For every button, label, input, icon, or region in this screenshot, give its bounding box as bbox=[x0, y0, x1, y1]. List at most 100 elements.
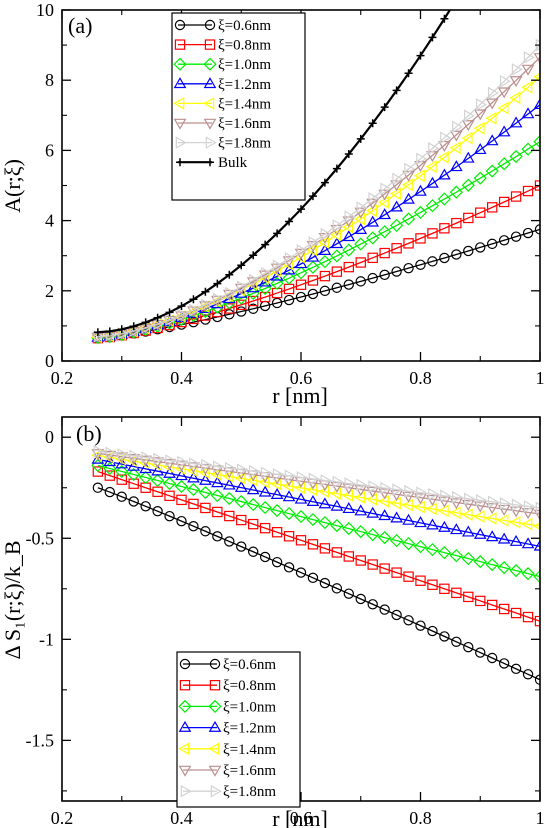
panel-a-point-xi-1-2nm bbox=[246, 281, 260, 293]
panel-a-point-xi-1-6nm bbox=[509, 76, 523, 88]
panel-b-legend-marker-xi-1-8nm bbox=[210, 784, 222, 798]
panel-b-point-xi-1-6nm bbox=[533, 509, 540, 521]
panel-a-point-bulk bbox=[308, 192, 317, 201]
panel-a-legend-marker-xi-1-0nm bbox=[203, 57, 217, 71]
panel-a-legend-marker-bulk bbox=[176, 158, 184, 167]
panel-b-point-xi-1-6nm bbox=[127, 454, 141, 466]
panel-b-point-xi-0-6nm bbox=[128, 496, 139, 507]
panel-b-point-xi-1-6nm bbox=[402, 491, 415, 503]
panel-a-point-xi-0-8nm bbox=[439, 223, 450, 234]
panel-b-legend-marker-xi-0-6nm bbox=[179, 658, 191, 670]
panel-b-point-xi-1-6nm bbox=[438, 496, 451, 508]
panel-a-point-xi-1-2nm bbox=[306, 250, 320, 262]
panel-a-point-bulk bbox=[452, 0, 460, 4]
panel-a-point-xi-1-2nm bbox=[378, 208, 391, 220]
panel-a-point-bulk bbox=[344, 150, 353, 159]
panel-b-point-xi-1-2nm bbox=[199, 473, 212, 485]
panel-a-point-xi-0-6nm bbox=[295, 291, 307, 303]
panel-a-point-xi-1-4nm bbox=[389, 187, 401, 200]
panel-b-point-xi-1-8nm bbox=[487, 495, 499, 509]
panel-a-point-xi-1-4nm bbox=[318, 236, 330, 249]
panel-b-point-xi-0-6nm bbox=[92, 482, 104, 493]
panel-b-series-layer bbox=[91, 445, 540, 685]
panel-a-point-xi-0-6nm bbox=[236, 306, 247, 317]
panel-a-point-xi-1-8nm bbox=[523, 51, 535, 64]
panel-b-point-xi-1-8nm bbox=[440, 489, 452, 503]
panel-b-point-xi-0-8nm bbox=[259, 522, 271, 534]
panel-b-point-xi-1-2nm bbox=[485, 530, 499, 542]
panel-b-point-xi-1-8nm bbox=[452, 490, 464, 504]
panel-a-point-xi-0-6nm bbox=[487, 238, 498, 250]
panel-a-point-xi-0-8nm bbox=[487, 202, 498, 213]
panel-b-point-xi-1-2nm bbox=[521, 537, 535, 549]
panel-b-point-xi-0-8nm bbox=[475, 595, 486, 607]
panel-a-point-xi-0-6nm bbox=[307, 288, 319, 300]
panel-b-point-xi-0-8nm bbox=[236, 514, 247, 526]
panel-a-point-bulk bbox=[368, 119, 377, 128]
panel-b-point-xi-1-0nm bbox=[461, 552, 475, 566]
panel-b-point-xi-0-6nm bbox=[498, 658, 510, 669]
panel-b-x-tick-label: 1 bbox=[536, 808, 545, 828]
panel-a-point-xi-0-6nm bbox=[367, 272, 378, 284]
panel-a-x-tick-label: 0.8 bbox=[409, 368, 432, 388]
panel-a-x-tick-label: 0.6 bbox=[290, 368, 313, 388]
panel-a-point-xi-1-6nm bbox=[438, 140, 451, 152]
panel-b-point-xi-1-0nm bbox=[342, 521, 356, 536]
panel-b-point-xi-0-6nm bbox=[164, 510, 175, 522]
panel-a-point-xi-1-8nm bbox=[189, 303, 201, 317]
panel-a-series-xi-1-0nm bbox=[91, 135, 540, 345]
panel-b-point-xi-1-0nm bbox=[210, 488, 224, 503]
panel-b-point-xi-1-8nm bbox=[368, 480, 380, 493]
panel-b-point-xi-0-6nm bbox=[463, 641, 474, 653]
panel-b-point-xi-1-6nm bbox=[473, 501, 487, 513]
panel-a-point-xi-1-4nm bbox=[437, 150, 449, 164]
panel-a-point-xi-1-2nm bbox=[294, 257, 308, 269]
panel-b-point-xi-1-4nm bbox=[461, 508, 473, 521]
panel-a-point-xi-0-8nm bbox=[379, 247, 390, 259]
panel-a-point-bulk bbox=[380, 103, 389, 112]
panel-a-point-xi-1-6nm bbox=[521, 64, 535, 76]
panel-b-point-xi-0-8nm bbox=[391, 567, 402, 578]
panel-a-point-xi-1-8nm bbox=[428, 142, 440, 155]
panel-a-point-xi-1-2nm bbox=[366, 215, 380, 227]
panel-a-point-xi-0-8nm bbox=[498, 196, 510, 208]
panel-a-legend-marker-xi-1-4nm bbox=[203, 97, 215, 110]
panel-b-point-xi-0-8nm bbox=[248, 518, 259, 530]
panel-a-point-bulk bbox=[153, 313, 162, 322]
panel-a-point-xi-0-8nm bbox=[248, 295, 259, 307]
panel-b-point-xi-1-8nm bbox=[213, 460, 225, 473]
panel-b-point-xi-1-8nm bbox=[165, 454, 177, 467]
panel-a-point-xi-0-8nm bbox=[259, 291, 271, 303]
panel-a-point-xi-1-4nm bbox=[521, 80, 533, 94]
panel-b-point-xi-1-2nm bbox=[366, 506, 380, 518]
panel-b-point-xi-0-6nm bbox=[510, 663, 522, 675]
panel-a-point-xi-0-8nm bbox=[403, 238, 414, 249]
panel-a-point-xi-1-6nm bbox=[270, 263, 284, 275]
panel-b-point-xi-1-4nm bbox=[449, 506, 461, 520]
panel-a-point-xi-0-8nm bbox=[391, 243, 402, 254]
panel-a-point-bulk bbox=[141, 318, 150, 327]
panel-b-point-xi-1-0nm bbox=[473, 555, 487, 569]
panel-a-point-xi-1-2nm bbox=[342, 230, 356, 242]
panel-b-legend-label-xi-0-8nm: ξ=0.8nm bbox=[223, 678, 276, 694]
panel-b-point-xi-1-2nm bbox=[402, 513, 415, 525]
panel-a-point-xi-0-6nm bbox=[319, 285, 331, 297]
panel-b-point-xi-1-8nm bbox=[129, 449, 141, 463]
panel-a-series-bulk bbox=[93, 0, 460, 337]
panel-b-point-xi-1-2nm bbox=[163, 466, 176, 478]
panel-b-point-xi-1-6nm bbox=[151, 457, 164, 469]
panel-b-point-xi-1-2nm bbox=[91, 452, 105, 464]
panel-b-point-xi-0-6nm bbox=[200, 526, 211, 537]
panel-b-point-xi-1-6nm bbox=[497, 504, 511, 516]
panel-a-legend-marker-xi-1-8nm bbox=[205, 136, 217, 149]
panel-b-point-xi-1-2nm bbox=[258, 485, 272, 497]
panel-b-point-xi-1-0nm bbox=[270, 503, 284, 518]
panel-b-point-xi-0-6nm bbox=[534, 674, 540, 685]
panel-b-series-xi-0-6nm bbox=[92, 482, 540, 685]
panel-a-point-xi-0-8nm bbox=[427, 228, 438, 239]
panel-a-x-tick-label: 0.2 bbox=[51, 368, 74, 388]
panel-b-point-xi-1-6nm bbox=[521, 508, 535, 520]
panel-b-legend-marker-xi-1-4nm bbox=[178, 742, 190, 756]
panel-b-line-xi-1-2nm bbox=[97, 458, 540, 547]
panel-b-point-xi-1-0nm bbox=[151, 473, 165, 488]
